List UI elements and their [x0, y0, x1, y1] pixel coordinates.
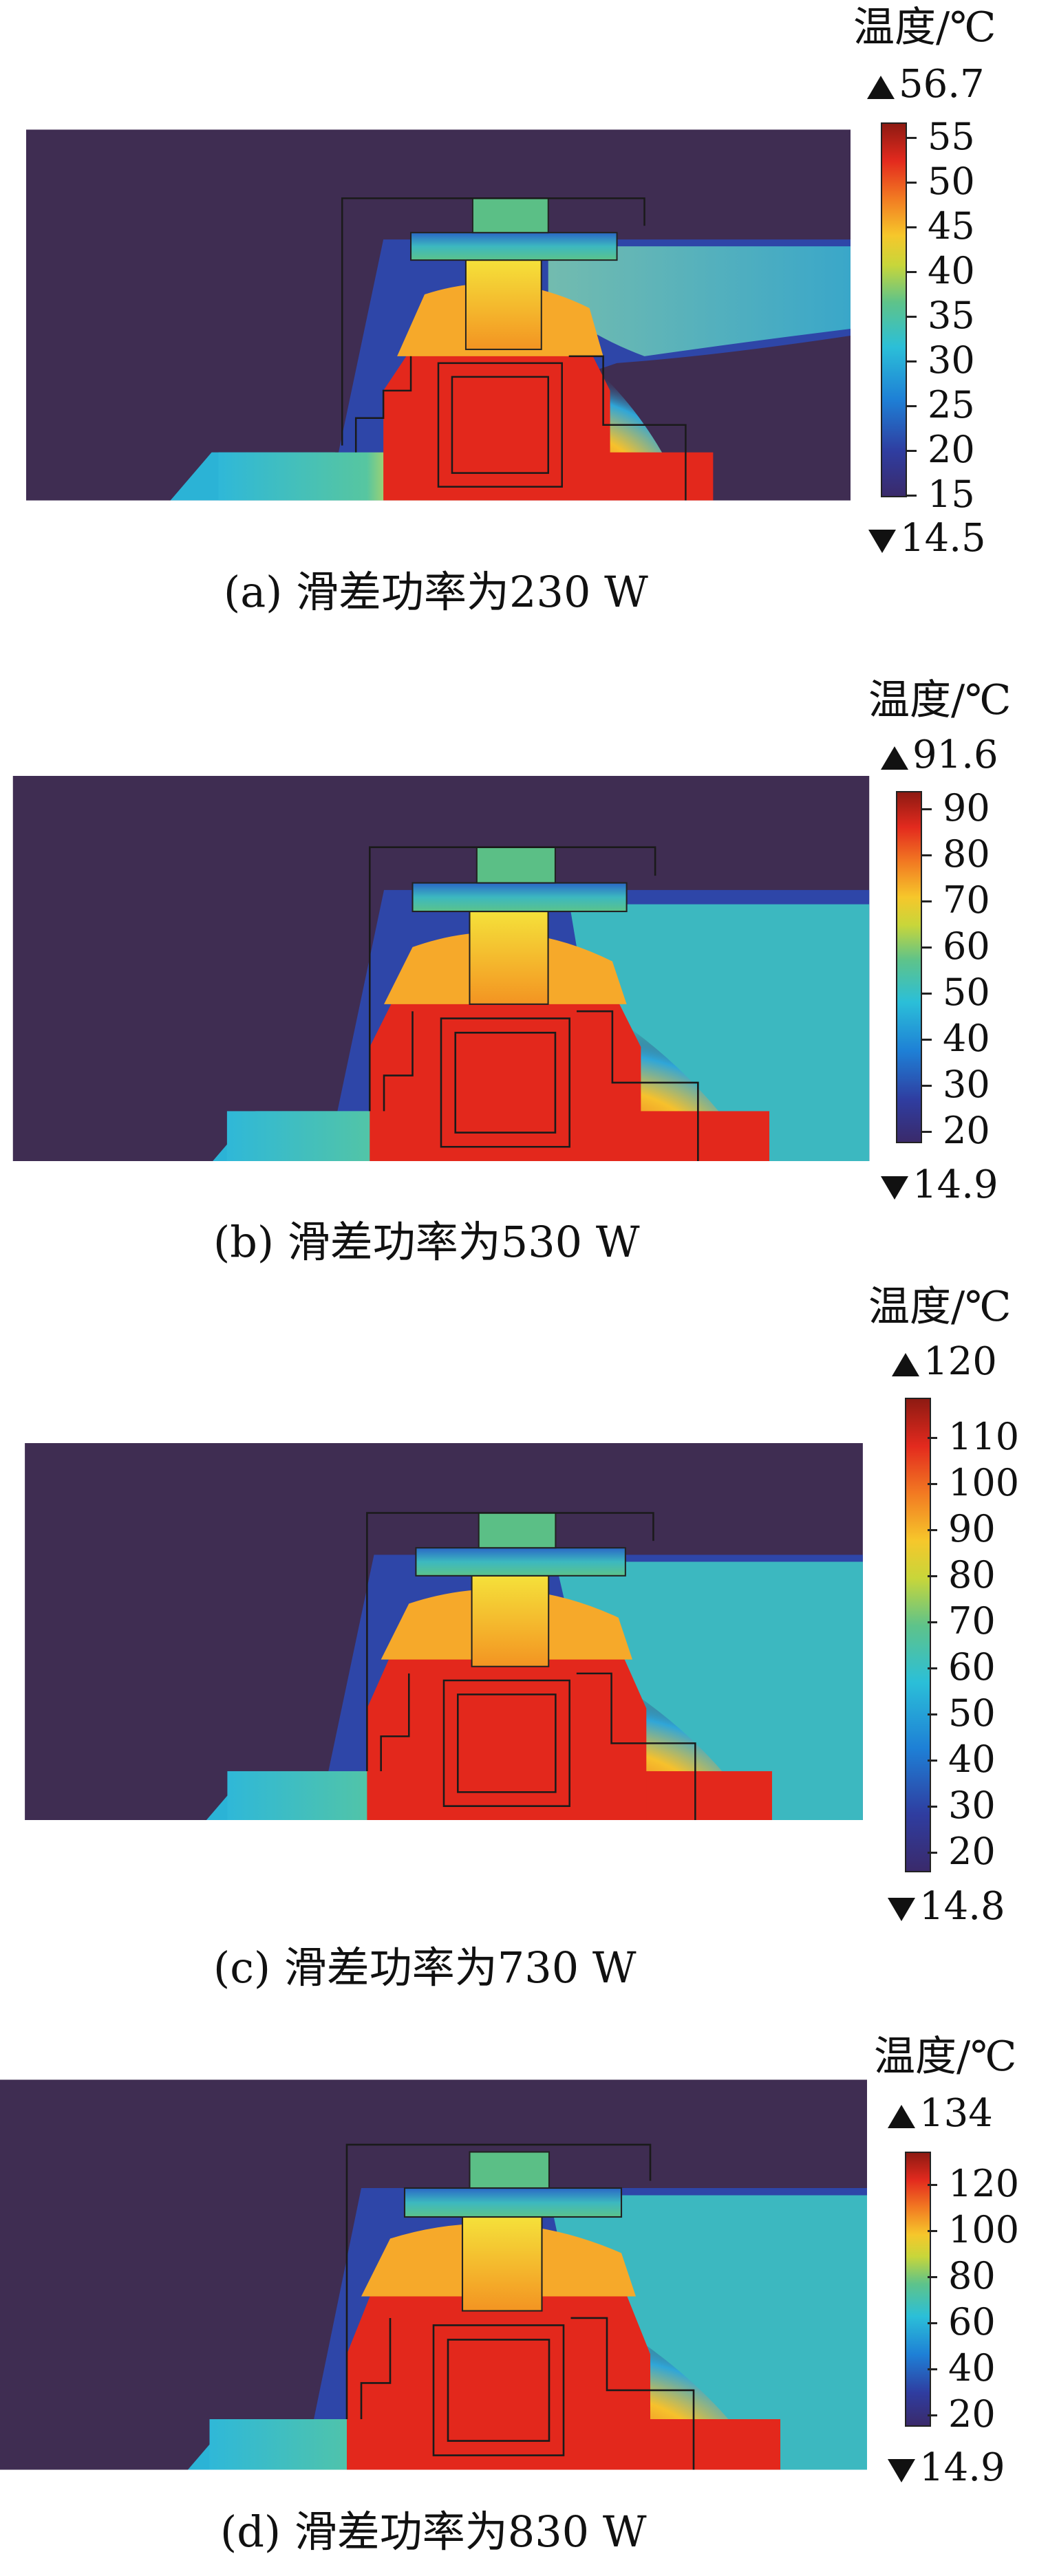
- triangle-up-icon: [867, 75, 895, 99]
- triangle-up-icon: [892, 1352, 919, 1376]
- caption-c: (c) 滑差功率为730 W: [213, 1942, 637, 1993]
- colorbar-min-a: 14.5: [868, 519, 986, 558]
- colorbar-unit-c: 温度/℃: [868, 1283, 1012, 1331]
- tick-label: 70: [928, 1599, 996, 1643]
- tick-label: 20: [928, 2392, 996, 2436]
- tick-label: 55: [907, 115, 975, 158]
- tick-label: 70: [922, 878, 990, 922]
- tick-label: 100: [927, 1461, 1020, 1504]
- tick-label: 35: [907, 294, 975, 337]
- tick-label: 80: [928, 1553, 996, 1597]
- triangle-down-icon: [888, 2458, 915, 2482]
- tick-label: 20: [928, 1830, 996, 1873]
- tick-label: 60: [922, 924, 990, 968]
- tick-label: 80: [922, 832, 990, 876]
- tick-label: 80: [928, 2254, 996, 2297]
- tick-label: 60: [928, 2300, 996, 2344]
- tick-label: 15: [907, 473, 975, 516]
- tick-label: 30: [922, 1063, 990, 1106]
- triangle-down-icon: [881, 1176, 908, 1200]
- temperature-field-b: [12, 776, 870, 1161]
- caption-d: (d) 滑差功率为830 W: [220, 2507, 647, 2557]
- tick-label: 30: [907, 338, 975, 382]
- colorbar-max-d: 134: [888, 2095, 993, 2133]
- tick-label: 50: [928, 1691, 996, 1735]
- colorbar-min-c: 14.8: [888, 1887, 1005, 1926]
- triangle-down-icon: [868, 529, 896, 553]
- caption-b: (b) 滑差功率为530 W: [213, 1217, 640, 1267]
- tick-label: 90: [928, 1507, 996, 1550]
- colorbar-b: [896, 791, 922, 1143]
- tick-label: 120: [927, 2162, 1020, 2205]
- tick-label: 25: [907, 383, 975, 426]
- colorbar-unit-b: 温度/℃: [868, 676, 1012, 724]
- tick-label: 110: [927, 1415, 1020, 1458]
- tick-label: 45: [907, 204, 975, 248]
- triangle-up-icon: [888, 2104, 915, 2128]
- temperature-field-d: [0, 2079, 867, 2470]
- tick-label: 100: [927, 2208, 1020, 2251]
- colorbar-max-c: 120: [892, 1343, 997, 1381]
- colorbar-max-a: 56.7: [867, 65, 985, 104]
- colorbar-c: [905, 1398, 931, 1872]
- tick-label: 20: [907, 428, 975, 471]
- tick-label: 40: [907, 249, 975, 292]
- colorbar-unit-d: 温度/℃: [874, 2033, 1017, 2081]
- colorbar-d: [905, 2152, 931, 2427]
- tick-label: 20: [922, 1109, 990, 1152]
- tick-label: 50: [922, 971, 990, 1014]
- tick-label: 40: [928, 2346, 996, 2390]
- temperature-field-a: [26, 129, 851, 501]
- tick-label: 30: [928, 1784, 996, 1827]
- colorbar-max-b: 91.6: [881, 736, 998, 775]
- tick-label: 60: [928, 1645, 996, 1689]
- colorbar-unit-a: 温度/℃: [853, 3, 996, 52]
- temperature-field-c: [25, 1443, 863, 1820]
- tick-label: 90: [922, 786, 990, 830]
- caption-a: (a) 滑差功率为230 W: [224, 567, 648, 617]
- colorbar-a: [881, 122, 907, 497]
- tick-label: 40: [922, 1017, 990, 1060]
- triangle-down-icon: [888, 1897, 915, 1921]
- tick-label: 50: [907, 160, 975, 203]
- triangle-up-icon: [881, 746, 908, 770]
- colorbar-min-b: 14.9: [881, 1166, 998, 1204]
- tick-label: 40: [928, 1738, 996, 1781]
- colorbar-min-d: 14.9: [888, 2449, 1005, 2487]
